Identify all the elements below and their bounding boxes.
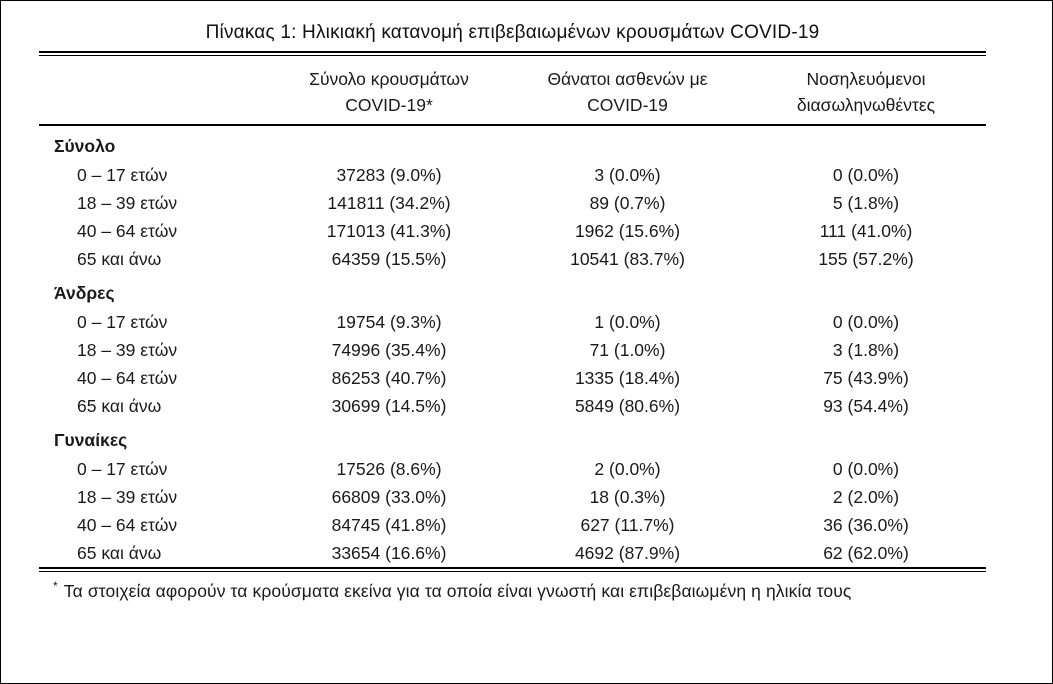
top-rule (39, 51, 986, 56)
table-row: 18 – 39 ετών 141811 (34.2%) 89 (0.7%) 5 (1.… (39, 189, 986, 217)
deaths-value: 5849 (80.6%) (574, 395, 681, 416)
table-row: 40 – 64 ετών 171013 (41.3%) 1962 (15.6%) 11… (39, 217, 986, 245)
header-cases-line2: COVID-19* (345, 95, 433, 115)
age-group-label: 18 – 39 ετών (77, 192, 178, 213)
intubated-value: 62 (62.0%) (823, 542, 909, 563)
header-deaths-line1: Θάνατοι ασθενών με (547, 69, 708, 89)
bottom-rule (39, 567, 986, 572)
intubated-value: 0 (0.0%) (832, 164, 900, 185)
table-row: 40 – 64 ετών 84745 (41.8%) 627 (11.7%) 36 (… (39, 511, 986, 539)
cases-value: 37283 (9.0%) (336, 164, 442, 185)
intubated-value: 93 (54.4%) (823, 395, 909, 416)
table-title: Πίνακας 1: Ηλικιακή κατανομή επιβεβαιωμέ… (205, 22, 820, 43)
table-row: 0 – 17 ετών 17526 (8.6%) 2 (0.0%) 0 (0.0%) (39, 455, 986, 483)
section-row: Άνδρες (39, 273, 986, 308)
cases-value: 84745 (41.8%) (331, 514, 447, 535)
intubated-value: 75 (43.9%) (823, 367, 909, 388)
section-label: Σύνολο (54, 136, 116, 156)
section-row: Γυναίκες (39, 420, 986, 455)
age-group-label: 18 – 39 ετών (77, 339, 178, 360)
intubated-value: 0 (0.0%) (832, 458, 900, 479)
age-group-label: 65 και άνω (77, 248, 162, 269)
intubated-value: 0 (0.0%) (832, 311, 900, 332)
header-intubated-line2: διασωληνωθέντες (796, 95, 936, 115)
cases-value: 171013 (41.3%) (326, 220, 452, 241)
covid-age-distribution-table: Σύνολο κρουσμάτων COVID-19* Θάνατοι ασθε… (39, 56, 986, 567)
cases-value: 141811 (34.2%) (327, 192, 451, 213)
age-group-label: 65 και άνω (77, 395, 162, 416)
table-header: Σύνολο κρουσμάτων COVID-19* Θάνατοι ασθε… (39, 56, 986, 126)
table-row: 65 και άνω 64359 (15.5%) 10541 (83.7%) 155 … (39, 245, 986, 273)
intubated-value: 36 (36.0%) (823, 514, 909, 535)
age-group-label: 0 – 17 ετών (77, 311, 168, 332)
intubated-value: 5 (1.8%) (832, 192, 900, 213)
deaths-value: 3 (0.0%) (594, 164, 661, 185)
intubated-value: 3 (1.8%) (832, 339, 900, 360)
header-cell-deaths: Θάνατοι ασθενών με COVID-19 (509, 56, 746, 126)
intubated-value: 2 (2.0%) (832, 486, 900, 507)
intubated-value: 155 (57.2%) (818, 248, 914, 269)
deaths-value: 10541 (83.7%) (570, 248, 685, 269)
header-cases-line1: Σύνολο κρουσμάτων (309, 69, 469, 89)
deaths-value: 4692 (87.9%) (574, 542, 681, 563)
deaths-value: 627 (11.7%) (580, 514, 675, 535)
section-label: Άνδρες (54, 283, 115, 303)
header-cell-empty (39, 56, 269, 126)
header-deaths-line2: COVID-19 (587, 95, 668, 115)
header-cell-total-cases: Σύνολο κρουσμάτων COVID-19* (269, 56, 509, 126)
deaths-value: 89 (0.7%) (589, 192, 666, 213)
section-label: Γυναίκες (54, 430, 128, 450)
deaths-value: 2 (0.0%) (594, 458, 661, 479)
cases-value: 19754 (9.3%) (336, 311, 442, 332)
table-body: Σύνολο 0 – 17 ετών 37283 (9.0%) 3 (0.0%) 0 (… (39, 125, 986, 567)
deaths-value: 1 (0.0%) (594, 311, 661, 332)
table-row: 65 και άνω 33654 (16.6%) 4692 (87.9%) 62 (6… (39, 539, 986, 567)
cases-value: 30699 (14.5%) (331, 395, 447, 416)
header-cell-intubated: Νοσηλευόμενοι διασωληνωθέντες (746, 56, 986, 126)
cases-value: 66809 (33.0%) (331, 486, 447, 507)
table-row: 0 – 17 ετών 37283 (9.0%) 3 (0.0%) 0 (0.0%) (39, 161, 986, 189)
table-row: 65 και άνω 30699 (14.5%) 5849 (80.6%) 93 (5… (39, 392, 986, 420)
footnote-asterisk: * (53, 579, 58, 593)
section-row: Σύνολο (39, 125, 986, 161)
age-group-label: 18 – 39 ετών (77, 486, 178, 507)
header-intubated-line1: Νοσηλευόμενοι (806, 69, 926, 89)
deaths-value: 71 (1.0%) (589, 339, 666, 360)
age-group-label: 0 – 17 ετών (77, 164, 168, 185)
header-row: Σύνολο κρουσμάτων COVID-19* Θάνατοι ασθε… (39, 56, 986, 126)
cases-value: 33654 (16.6%) (331, 542, 447, 563)
age-group-label: 40 – 64 ετών (77, 367, 178, 388)
deaths-value: 1335 (18.4%) (574, 367, 681, 388)
deaths-value: 18 (0.3%) (589, 486, 666, 507)
table-block: Πίνακας 1: Ηλικιακή κατανομή επιβεβαιωμέ… (39, 1, 986, 602)
table-row: 18 – 39 ετών 66809 (33.0%) 18 (0.3%) 2 (2.0… (39, 483, 986, 511)
cases-value: 64359 (15.5%) (331, 248, 447, 269)
deaths-value: 1962 (15.6%) (574, 220, 681, 241)
table-row: 0 – 17 ετών 19754 (9.3%) 1 (0.0%) 0 (0.0%) (39, 308, 986, 336)
age-group-label: 0 – 17 ετών (77, 458, 168, 479)
intubated-value: 111 (41.0%) (819, 220, 913, 241)
footnote: * Τα στοιχεία αφορούν τα κρούσματα εκείνα… (39, 579, 986, 602)
table-row: 40 – 64 ετών 86253 (40.7%) 1335 (18.4%) 75 … (39, 364, 986, 392)
table-row: 18 – 39 ετών 74996 (35.4%) 71 (1.0%) 3 (1.8… (39, 336, 986, 364)
cases-value: 74996 (35.4%) (331, 339, 447, 360)
footnote-text: Τα στοιχεία αφορούν τα κρούσματα εκείνα … (63, 580, 852, 601)
age-group-label: 40 – 64 ετών (77, 220, 178, 241)
cases-value: 86253 (40.7%) (331, 367, 447, 388)
age-group-label: 65 και άνω (77, 542, 162, 563)
age-group-label: 40 – 64 ετών (77, 514, 178, 535)
cases-value: 17526 (8.6%) (336, 458, 442, 479)
